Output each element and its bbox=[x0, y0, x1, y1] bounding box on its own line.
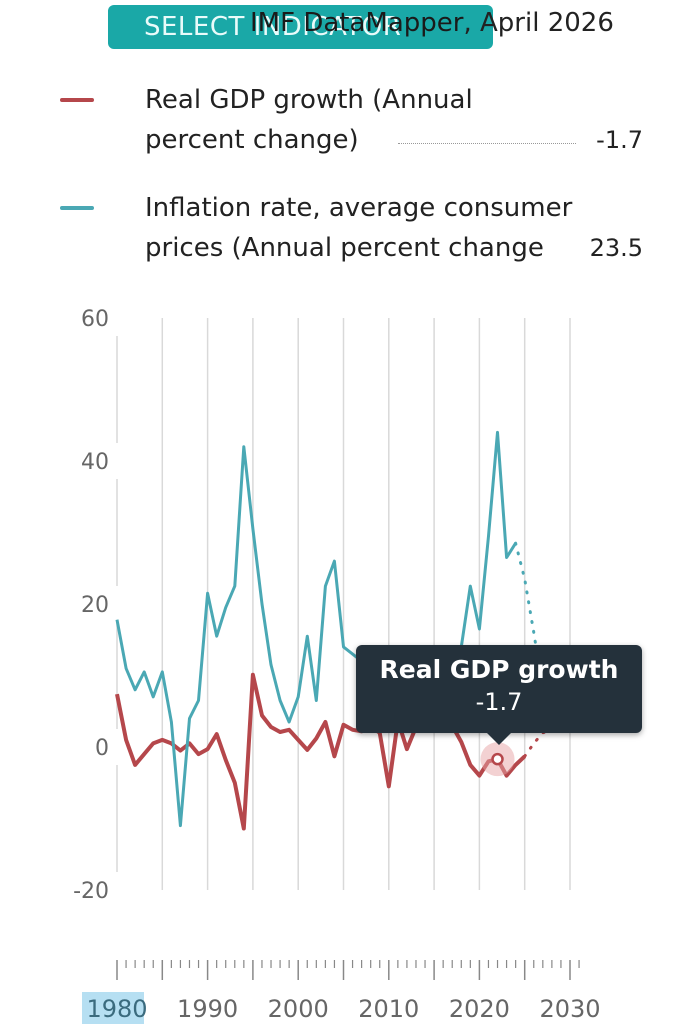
timeline-year-label[interactable]: 2030 bbox=[539, 995, 600, 1023]
legend-label-gdp: Real GDP growth (Annual percent change) bbox=[145, 80, 575, 160]
tooltip-arrow bbox=[486, 732, 512, 745]
series-forecast-gdp bbox=[523, 727, 572, 758]
source-date: , April 2026 bbox=[463, 8, 614, 38]
legend-label-inflation-line2: prices (Annual percent change bbox=[145, 233, 544, 263]
timeline-year-label[interactable]: 2000 bbox=[268, 995, 329, 1023]
legend-swatch-gdp bbox=[60, 98, 94, 102]
selected-year-highlight bbox=[82, 992, 144, 1024]
timeline-slider[interactable]: 1980 1990 2000 2010 2020 2030 bbox=[0, 944, 677, 1024]
timeline-year-label[interactable]: 1980 bbox=[86, 995, 147, 1023]
y-tick-label: 60 bbox=[81, 307, 109, 332]
y-tick-label: -20 bbox=[73, 879, 109, 904]
series-line-inflation bbox=[115, 430, 517, 828]
source-title: IMF DataMapper, April 2026 bbox=[250, 8, 614, 38]
source-label: IMF DataMapper bbox=[250, 8, 464, 38]
timeline-year-label[interactable]: 1990 bbox=[177, 995, 238, 1023]
select-indicator-button[interactable]: SELECT INDICATOR bbox=[108, 5, 493, 49]
timeline-year-label[interactable]: 2010 bbox=[358, 995, 419, 1023]
line-chart[interactable]: 60 40 20 0 -20 bbox=[0, 290, 677, 1024]
legend-value-gdp: -1.7 bbox=[596, 126, 643, 154]
tooltip-title: Real GDP growth bbox=[379, 655, 619, 684]
y-tick-label: 40 bbox=[81, 450, 109, 475]
legend-value-inflation: 23.5 bbox=[589, 234, 643, 262]
legend-swatch-inflation bbox=[60, 206, 94, 210]
tooltip: Real GDP growth -1.7 bbox=[356, 645, 642, 745]
series-line-gdp bbox=[115, 672, 527, 831]
legend-label-inflation-line1: Inflation rate, average consumer bbox=[145, 193, 573, 223]
legend-label-inflation: Inflation rate, average consumer prices … bbox=[145, 188, 583, 268]
y-tick-label: 0 bbox=[95, 736, 109, 761]
highlight-point bbox=[491, 752, 504, 766]
select-indicator-label: SELECT INDICATOR bbox=[144, 12, 402, 42]
timeline-year-label[interactable]: 2020 bbox=[449, 995, 510, 1023]
legend-label-gdp-line1: Real GDP growth (Annual bbox=[145, 85, 473, 115]
y-tick-label: 20 bbox=[81, 593, 109, 618]
tooltip-value: -1.7 bbox=[475, 688, 523, 716]
legend-label-gdp-line2: percent change) bbox=[145, 125, 359, 155]
legend-leader-gdp bbox=[398, 143, 576, 144]
